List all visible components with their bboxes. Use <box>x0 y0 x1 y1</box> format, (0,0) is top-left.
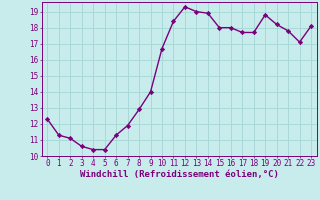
X-axis label: Windchill (Refroidissement éolien,°C): Windchill (Refroidissement éolien,°C) <box>80 170 279 179</box>
